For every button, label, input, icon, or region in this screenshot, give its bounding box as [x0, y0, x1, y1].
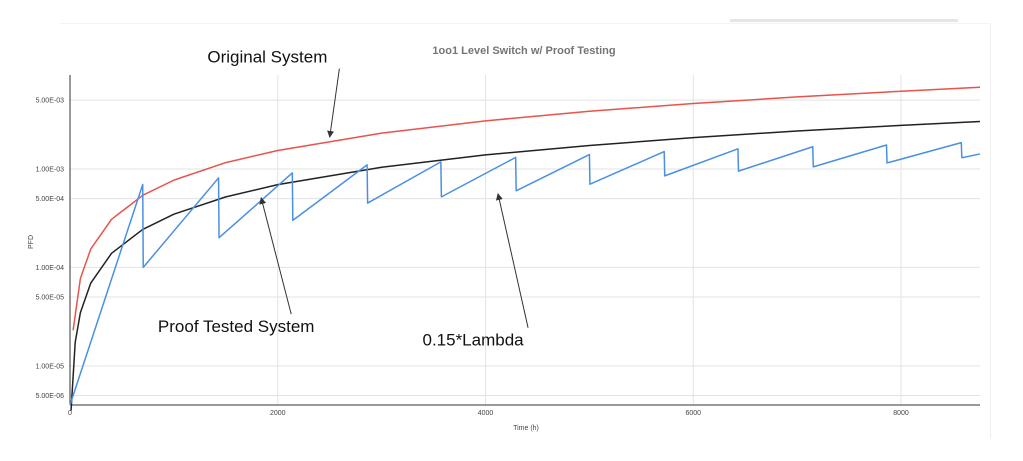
y-axis-label: PFD — [28, 235, 35, 249]
y-tick-label: 1.00E-04 — [36, 265, 65, 272]
annotation-label: 0.15*Lambda — [422, 331, 524, 350]
x-tick-label: 0 — [68, 410, 72, 417]
series-line-0 — [72, 86, 981, 331]
series-line-2 — [69, 141, 981, 406]
chart-frame-top — [60, 23, 988, 24]
y-tick-label: 5.00E-04 — [36, 196, 65, 203]
annotation-arrow — [495, 193, 529, 328]
annotation-arrow — [259, 197, 292, 315]
y-tick-label: 5.00E-06 — [36, 393, 65, 400]
chart-title: 1oo1 Level Switch w/ Proof Testing — [432, 45, 615, 57]
x-axis-label: Time (h) — [513, 425, 539, 432]
x-tick-label: 8000 — [893, 410, 909, 417]
y-tick-label: 5.00E-05 — [36, 295, 65, 302]
annotation-arrow — [327, 68, 340, 138]
axes: 0 2000 4000 6000 8000 5.00E-06 1.00E-05 5.00E-0… — [36, 75, 980, 417]
y-tick-label: 5.00E-03 — [36, 98, 65, 105]
x-tick-label: 2000 — [270, 410, 286, 417]
series-line-1 — [70, 120, 981, 411]
y-tick-label: 1.00E-03 — [36, 166, 65, 173]
top-scroll-indicator — [730, 19, 958, 22]
annotation-label: Proof Tested System — [158, 317, 315, 336]
grid-lines — [70, 75, 980, 405]
chart-frame-right — [990, 23, 991, 438]
annotation-label: Original System — [207, 48, 327, 67]
y-tick-label: 1.00E-05 — [36, 363, 65, 370]
data-series — [69, 86, 981, 411]
x-tick-label: 4000 — [478, 410, 494, 417]
x-tick-label: 6000 — [685, 410, 701, 417]
annotations: Original System Proof Tested System 0.15*L… — [158, 48, 529, 350]
